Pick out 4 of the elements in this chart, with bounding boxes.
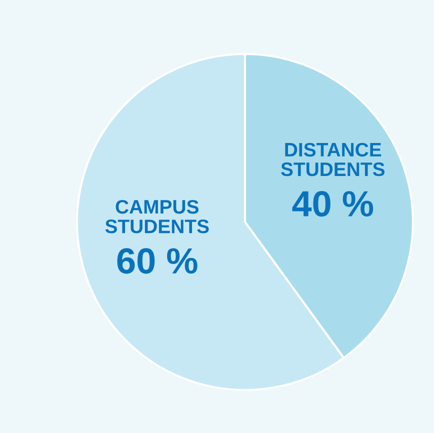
slice-label: DISTANCE STUDENTS xyxy=(281,142,385,176)
slice-label: CAMPUS STUDENTS xyxy=(105,200,209,234)
data-label: 40 % xyxy=(292,191,374,217)
data-label: 60 % xyxy=(117,248,198,274)
